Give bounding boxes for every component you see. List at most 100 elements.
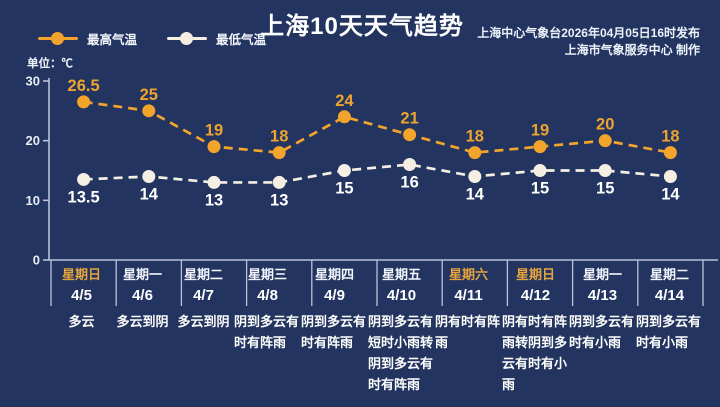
max-temp-value-label: 25 [140,86,158,104]
weekday-label: 星期一 [582,266,622,282]
date-label: 4/5 [71,286,92,304]
min-temp-value-label: 15 [596,180,614,198]
weather-description: 多云 [68,314,95,329]
weekday-label: 星期四 [314,266,354,282]
legend-max-label: 最高气温 [87,33,138,47]
min-temp-value-label: 13 [270,191,288,209]
max-temp-value-label: 18 [661,128,679,146]
forecast-column-4-13: 星期一 4/13 阴到多云有时有小雨 [569,262,636,395]
date-label: 4/7 [193,286,214,304]
legend-item-max: 最高气温 [38,29,137,48]
max-temp-point [207,140,221,154]
weather-description: 阴有时有阵雨转阴到多云有时有小雨 [502,314,568,392]
weather-description: 阴到多云有时有小雨 [636,314,702,350]
weekday-label: 星期六 [448,266,488,282]
source-line-1: 上海中心气象台2026年04月05日16时发布 [477,26,700,40]
max-temp-value-label: 18 [466,128,484,146]
max-temp-point [598,134,612,148]
max-temp-value-label: 24 [335,92,354,110]
min-temp-marker-icon [167,31,208,46]
legend-min-label: 最低气温 [216,33,267,47]
date-label: 4/10 [386,286,417,304]
weekday-label: 星期三 [247,266,287,282]
forecast-column-4-12: 星期日 4/12 阴有时有阵雨转阴到多云有时有小雨 [502,262,569,395]
weather-description: 阴有时有阵雨 [435,314,501,350]
date-label: 4/11 [454,286,483,304]
min-temp-point [403,158,417,172]
y-tick-label: 10 [26,193,40,208]
weekday-label: 星期五 [381,266,421,282]
max-temp-value-label: 21 [400,110,418,128]
weekday-label: 星期日 [515,266,555,282]
min-temp-value-label: 13 [205,191,223,209]
date-label: 4/12 [520,286,551,304]
forecast-column-4-7: 星期二 4/7 多云到阴 [173,262,234,395]
max-temp-value-label: 18 [270,128,288,146]
max-temp-value-label: 19 [531,122,549,140]
min-temp-point [663,169,677,183]
min-temp-value-label: 15 [531,180,549,198]
weather-description: 多云到阴 [177,314,230,329]
weekday-label: 星期二 [183,266,223,282]
page-title: 上海10天天气趋势 [260,13,464,40]
max-temp-point [272,146,286,160]
max-temp-point [403,128,417,142]
min-temp-value-label: 14 [466,185,485,203]
weekday-label: 星期一 [122,266,162,282]
max-temp-point [337,110,351,124]
min-temp-value-label: 16 [400,174,418,192]
max-temp-point [663,146,677,160]
date-label: 4/6 [132,286,153,304]
weekday-label: 星期日 [61,266,101,282]
y-tick-label: 0 [33,253,40,268]
min-temp-point [77,172,91,186]
min-temp-value-label: 14 [140,185,159,203]
weather-description: 阴到多云有时有小雨 [569,314,635,350]
weather-description: 阴到多云有时有阵雨 [301,314,367,350]
max-temp-value-label: 26.5 [68,77,100,95]
source-line-2: 上海市气象服务中心 制作 [564,43,700,57]
min-temp-point [468,169,482,183]
date-label: 4/8 [257,286,278,304]
min-temp-value-label: 15 [335,180,353,198]
max-temp-value-label: 19 [205,122,223,140]
max-temp-point [533,140,547,154]
forecast-column-4-14: 星期二 4/14 阴到多云有时有小雨 [636,262,703,395]
min-temp-value-label: 13.5 [68,188,100,206]
max-temp-marker-icon [38,31,78,46]
forecast-table: 星期日 4/5 多云 星期一 4/6 多云到阴 星期二 4/7 多云到阴 星期三 4/8 阴到多云有时… [51,262,703,395]
date-label: 4/13 [587,286,618,304]
forecast-column-4-9: 星期四 4/9 阴到多云有时有阵雨 [301,262,368,395]
max-temp-point [142,104,156,118]
date-label: 4/9 [324,286,345,304]
weather-description: 多云到阴 [116,314,169,329]
weather-description: 阴到多云有时有阵雨 [234,314,300,350]
y-tick-label: 30 [26,74,40,89]
min-temp-point [272,175,286,189]
legend-item-min: 最低气温 [167,29,266,48]
max-temp-line [83,100,671,154]
max-temp-value-label: 20 [596,116,614,134]
min-temp-line [83,163,671,184]
weekday-label: 星期二 [649,266,689,282]
min-temp-point [337,164,351,177]
chart-legend: 最高气温 最低气温 [38,29,266,48]
forecast-column-4-8: 星期三 4/8 阴到多云有时有阵雨 [234,262,301,395]
max-temp-point [468,146,482,160]
weather-description: 阴到多云有短时小雨转阴到多云有时有阵雨 [368,314,434,392]
forecast-column-4-11: 星期六 4/11 阴有时有阵雨 [435,262,502,395]
forecast-column-4-6: 星期一 4/6 多云到阴 [112,262,173,395]
unit-label: 单位：℃ [27,58,73,70]
min-temp-point [598,164,612,177]
y-tick-label: 20 [26,133,40,148]
date-label: 4/14 [654,286,685,304]
min-temp-point [142,169,156,183]
min-temp-point [207,175,221,189]
forecast-column-4-5: 星期日 4/5 多云 [51,262,112,395]
source-info: 上海中心气象台2026年04月05日16时发布 上海市气象服务中心 制作 [477,25,700,59]
min-temp-value-label: 14 [661,185,680,203]
min-temp-point [533,164,547,177]
max-temp-point [77,95,91,109]
